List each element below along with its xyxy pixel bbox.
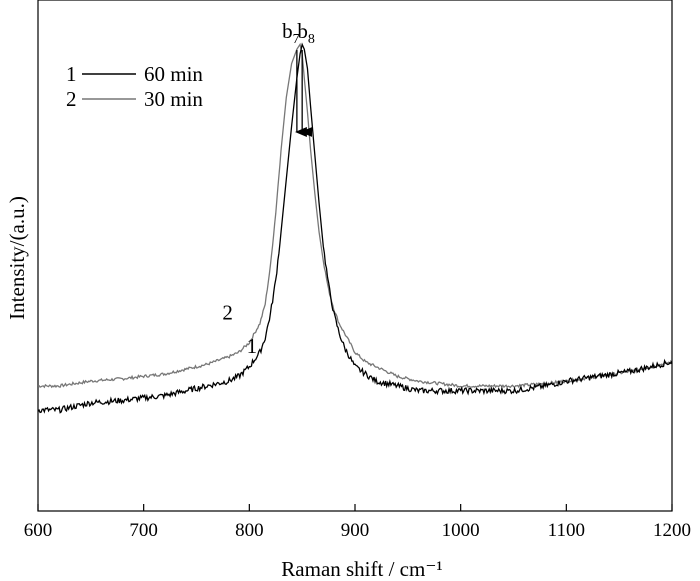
series-line-2 [37,42,673,389]
curve-label-2: 2 [222,300,233,324]
series-layer [37,42,673,414]
plot-frame [37,0,673,512]
legend-entry: 60 min [144,62,203,86]
x-tick-label: 700 [129,520,158,541]
x-tick-label: 900 [341,520,370,541]
legend-number: 2 [66,87,77,111]
legend: 1 60 min 2 30 min [66,62,203,111]
legend-entry: 30 min [144,87,203,111]
peak-label-b7: b7 [282,19,300,47]
x-ticks: 600 700 800 900 1000 1100 1200 [24,504,691,541]
peak-label-b8: b8 [297,19,315,47]
x-tick-label: 800 [235,520,264,541]
y-axis-title: Intensity/(a.u.) [5,196,29,320]
x-tick-label: 1100 [548,520,585,541]
legend-number: 1 [66,62,77,86]
series-line-1 [37,42,673,414]
x-tick-label: 600 [24,520,53,541]
curve-label-1: 1 [247,334,258,358]
curve-labels: 12 [222,300,257,358]
x-tick-label: 1000 [442,520,480,541]
x-axis-title: Raman shift / cm⁻¹ [281,557,442,581]
x-tick-label: 1200 [653,520,691,541]
